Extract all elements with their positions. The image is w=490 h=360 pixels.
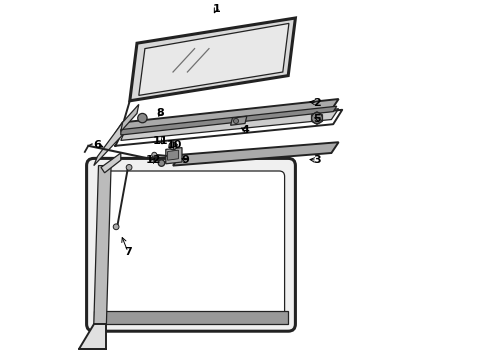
Circle shape bbox=[158, 160, 165, 166]
Circle shape bbox=[126, 165, 132, 170]
Polygon shape bbox=[139, 23, 289, 95]
Circle shape bbox=[113, 224, 119, 230]
Text: 3: 3 bbox=[313, 155, 321, 165]
Text: 12: 12 bbox=[146, 155, 161, 165]
Text: 5: 5 bbox=[313, 114, 321, 124]
FancyBboxPatch shape bbox=[101, 171, 285, 317]
Polygon shape bbox=[173, 142, 339, 166]
Text: 1: 1 bbox=[212, 4, 220, 14]
Polygon shape bbox=[168, 150, 178, 160]
Text: 11: 11 bbox=[153, 136, 168, 146]
Circle shape bbox=[138, 113, 147, 123]
Polygon shape bbox=[121, 109, 339, 140]
Text: 9: 9 bbox=[182, 155, 190, 165]
Polygon shape bbox=[94, 311, 288, 324]
Text: 6: 6 bbox=[94, 140, 101, 150]
Text: 4: 4 bbox=[241, 125, 249, 135]
Circle shape bbox=[152, 152, 157, 157]
Polygon shape bbox=[94, 166, 111, 324]
Polygon shape bbox=[166, 148, 182, 164]
Text: 10: 10 bbox=[167, 140, 182, 150]
Polygon shape bbox=[116, 99, 339, 133]
Polygon shape bbox=[121, 104, 139, 131]
Circle shape bbox=[233, 118, 239, 123]
Polygon shape bbox=[121, 106, 337, 135]
Polygon shape bbox=[94, 122, 122, 166]
Text: 7: 7 bbox=[124, 247, 132, 257]
Polygon shape bbox=[231, 116, 247, 125]
Text: 8: 8 bbox=[156, 108, 164, 118]
FancyBboxPatch shape bbox=[87, 158, 295, 331]
Text: 2: 2 bbox=[313, 98, 321, 108]
Polygon shape bbox=[130, 18, 295, 101]
Polygon shape bbox=[79, 324, 106, 349]
Circle shape bbox=[312, 113, 322, 123]
Polygon shape bbox=[101, 153, 121, 173]
Circle shape bbox=[169, 142, 177, 150]
